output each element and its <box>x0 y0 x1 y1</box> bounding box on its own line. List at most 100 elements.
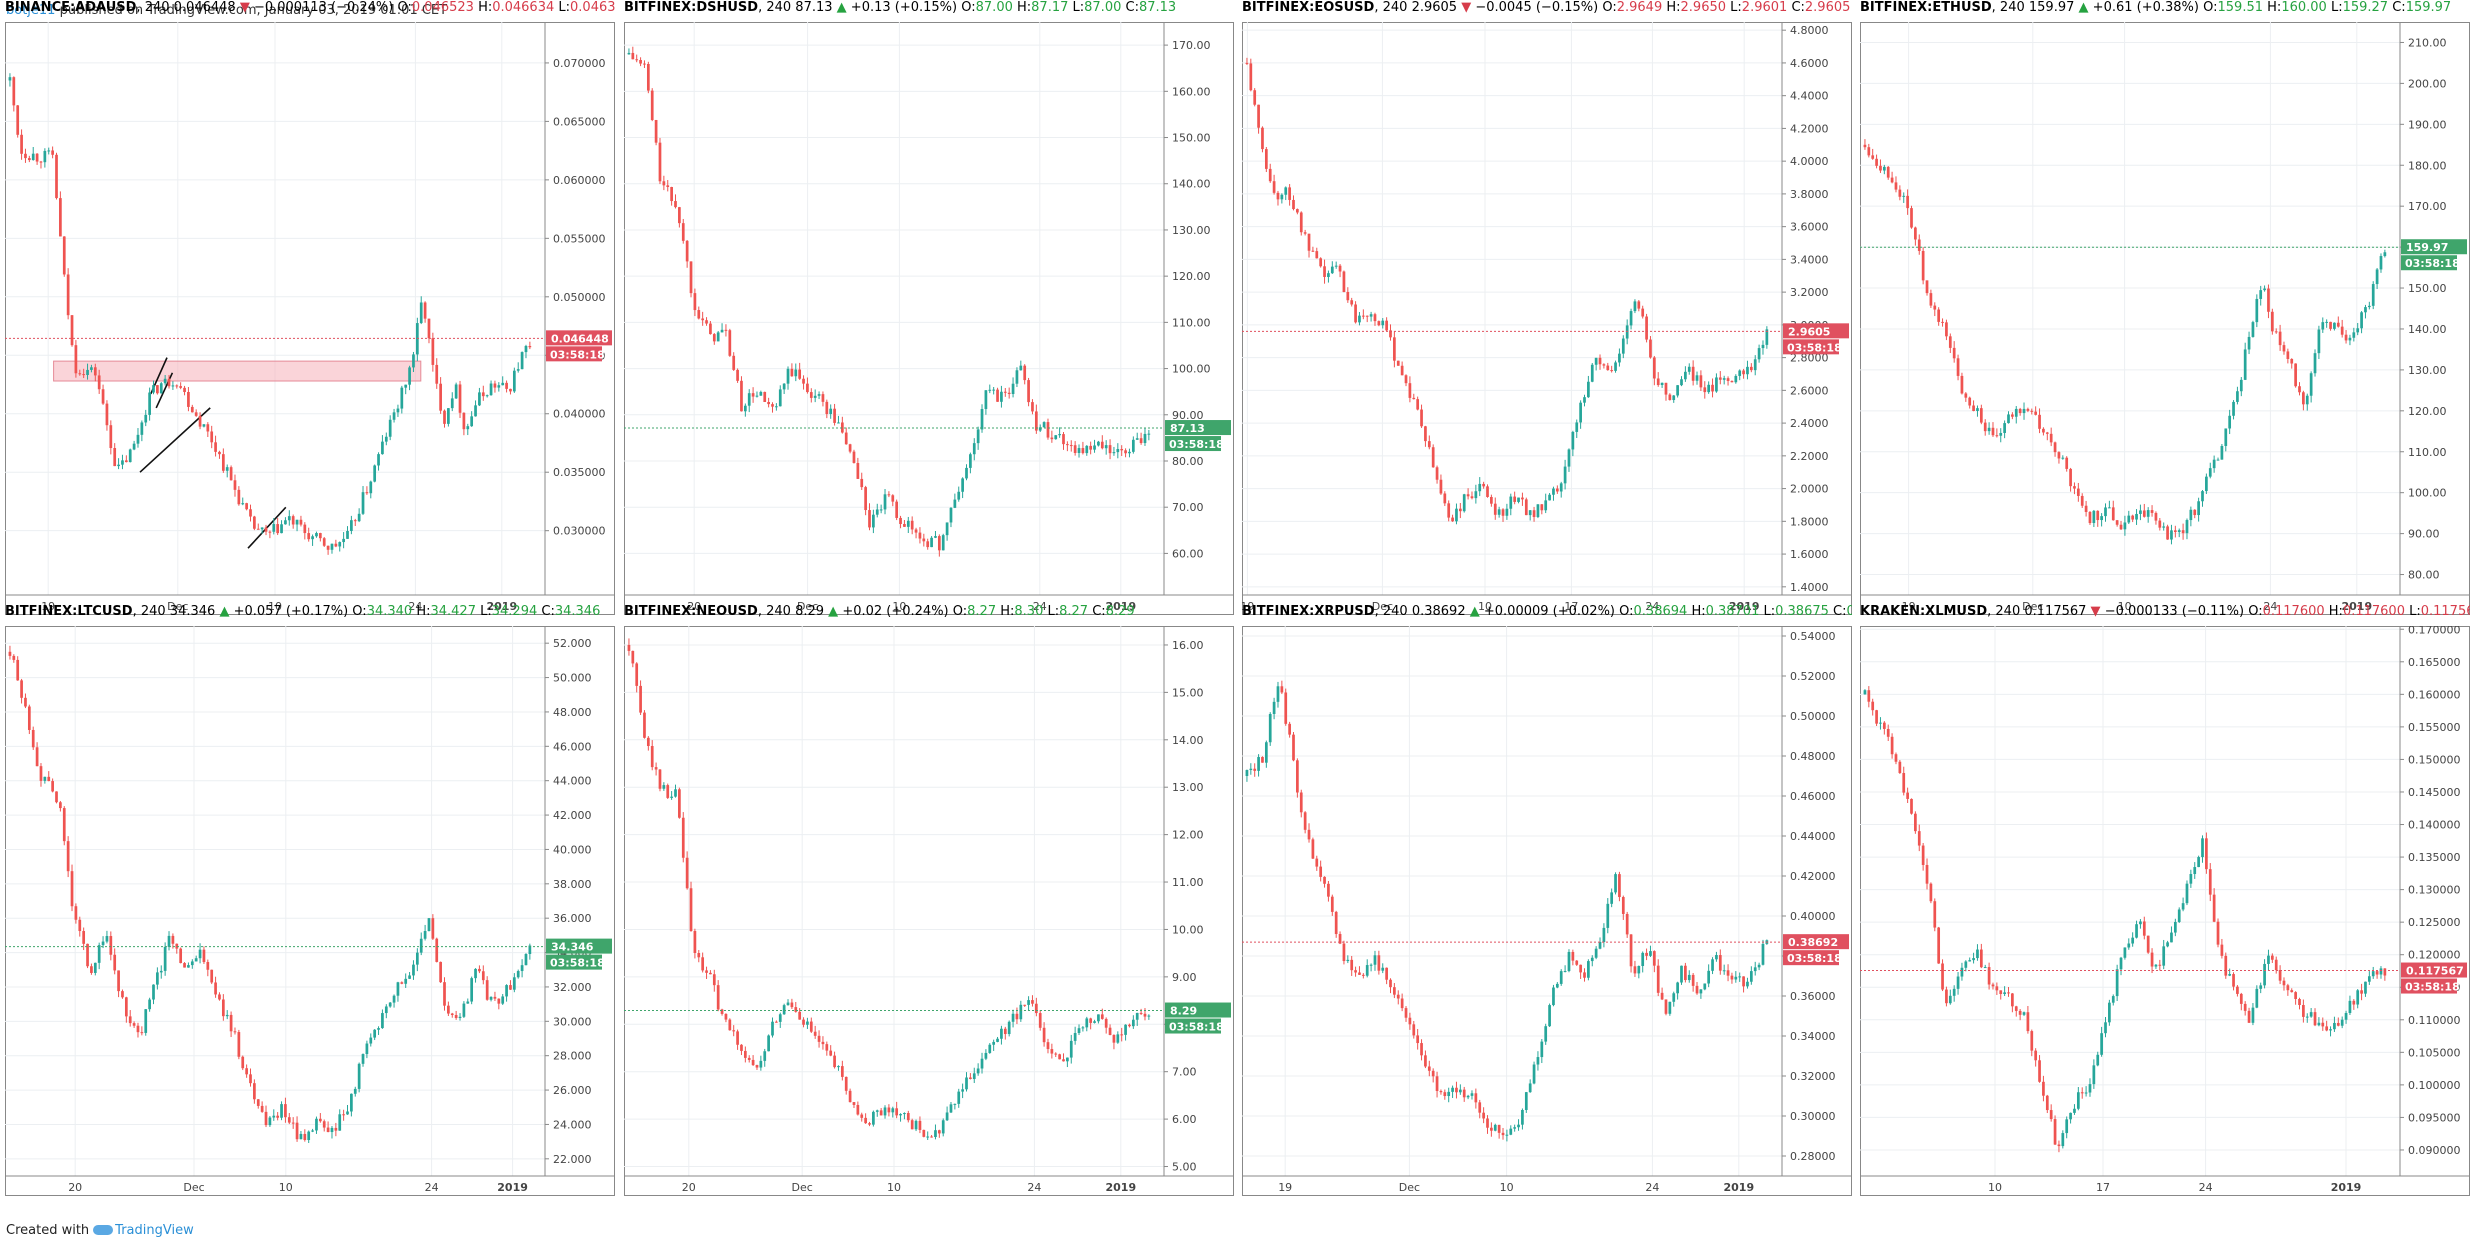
timer-label-bg <box>1165 436 1221 452</box>
chart-panel-xrpusd[interactable]: BITFINEX:XRPUSD, 240 0.38692 ▲ +0.00009 … <box>1242 604 1852 1201</box>
chart-panel-eosusd[interactable]: BITFINEX:EOSUSD, 240 2.9605 ▼ −0.0045 (−… <box>1242 0 1852 620</box>
candle <box>2259 985 2263 989</box>
candle <box>1707 970 1711 984</box>
candle <box>1563 971 1567 973</box>
candle <box>926 1136 930 1138</box>
candle <box>1738 976 1742 978</box>
candle <box>2088 1084 2092 1093</box>
chart-panel-ethusd[interactable]: BITFINEX:ETHUSD, 240 159.97 ▲ +0.61 (+0.… <box>1860 0 2470 620</box>
candle <box>1563 466 1567 484</box>
candle <box>1124 450 1127 454</box>
symbol-label: BINANCE:ADAUSD <box>5 0 137 15</box>
y-tick-label: 0.48000 <box>1790 750 1836 763</box>
highlight-zone[interactable] <box>53 360 422 382</box>
candle <box>2290 990 2294 993</box>
candle <box>798 369 802 379</box>
candle <box>1385 320 1388 331</box>
candle <box>1972 405 1975 411</box>
candle <box>1451 1087 1454 1092</box>
candlestick-chart[interactable]: 210.00200.00190.00180.00170.00160.00150.… <box>1860 22 2470 615</box>
ohlc-key: L: <box>558 0 571 15</box>
candle <box>1952 347 1956 359</box>
candle <box>2255 298 2259 323</box>
candle <box>775 1021 778 1023</box>
candle <box>1583 397 1586 403</box>
y-tick-label: 2.6000 <box>1790 384 1829 397</box>
candlestick-chart[interactable]: 0.170000 0.165000 0.160000 0.155000 0.150000… <box>1860 626 2470 1196</box>
candle <box>1509 496 1513 509</box>
y-tick-label: 38.000 <box>553 878 592 891</box>
candle <box>2236 391 2239 402</box>
last-price: 87.13 <box>795 0 833 15</box>
timeframe-label: 240 <box>1382 0 1408 15</box>
chart-panel-ltcusd[interactable]: BITFINEX:LTCUSD, 240 34.346 ▲ +0.057 (+0… <box>5 604 615 1201</box>
candle <box>1342 271 1346 293</box>
chart-panel-neousd[interactable]: BITFINEX:NEOUSD, 240 8.29 ▲ +0.02 (+0.24… <box>624 604 1234 1201</box>
candle <box>755 395 759 397</box>
ohlc-o-value: 0.117600 <box>2262 604 2325 619</box>
candle <box>2329 1029 2332 1031</box>
candle <box>1513 496 1517 502</box>
candle <box>221 454 225 471</box>
candlestick-chart[interactable]: 0.070000 0.065000 0.060000 0.055000 0.050000… <box>5 22 615 615</box>
candle <box>1757 964 1761 968</box>
chart-panel-adausd[interactable]: BINANCE:ADAUSD, 240 0.046448 ▼ −0.000113… <box>5 0 615 620</box>
candle <box>241 1056 245 1069</box>
author-link[interactable]: botje11 <box>6 3 56 18</box>
candlestick-chart[interactable]: 52.000 50.000 48.000 46.000 44.000 42.000 40.0… <box>5 626 615 1196</box>
candle <box>1567 951 1571 972</box>
candle <box>1625 325 1629 339</box>
candle <box>307 533 311 540</box>
candle <box>322 1121 326 1128</box>
candle <box>299 1133 303 1140</box>
candlestick-chart[interactable]: 4.8000 4.6000 4.4000 4.2000 4.0000 3.8000 3.60… <box>1242 22 1852 615</box>
y-tick-label: 130.00 <box>1172 224 1211 237</box>
x-tick-label: 2019 <box>497 1181 528 1194</box>
candle <box>1462 1089 1466 1098</box>
candle <box>1544 500 1548 511</box>
candle <box>2193 509 2197 516</box>
trend-line[interactable] <box>155 372 174 409</box>
candle <box>194 958 198 962</box>
candle <box>2073 486 2076 489</box>
candlestick-chart[interactable]: 170.00 160.00 150.00 140.00 130.00 120.00 110.… <box>624 22 1234 615</box>
candle <box>2092 1065 2096 1085</box>
x-tick-label: 19 <box>1902 600 1916 613</box>
candle <box>972 443 976 455</box>
candle <box>2247 1010 2251 1023</box>
chart-panel-dshusd[interactable]: BITFINEX:DSHUSD, 240 87.13 ▲ +0.13 (+0.1… <box>624 0 1234 620</box>
candle <box>268 531 272 533</box>
candle <box>2084 1092 2088 1094</box>
candle <box>2344 1012 2348 1020</box>
x-tick-label: 24 <box>1645 600 1659 613</box>
tradingview-link[interactable]: TradingView <box>115 1223 194 1238</box>
candle <box>840 1066 844 1077</box>
candle <box>2263 288 2266 291</box>
candle <box>1641 308 1645 317</box>
candle <box>1315 251 1319 259</box>
ohlc-key: H: <box>2267 0 2282 15</box>
candle <box>419 938 423 953</box>
candle <box>1917 831 1921 846</box>
chart-panel-xlmusd[interactable]: KRAKEN:XLMUSD, 240 0.117567 ▼ −0.000133 … <box>1860 604 2470 1201</box>
candle <box>272 524 276 532</box>
candle <box>627 52 631 55</box>
candle <box>1327 883 1330 897</box>
candle <box>2313 1012 2317 1026</box>
candle <box>90 966 93 973</box>
countdown-timer: 03:58:18 <box>550 957 605 970</box>
candle <box>458 1016 462 1018</box>
candle <box>206 424 210 432</box>
y-tick-label: 0.170000 <box>2408 626 2461 636</box>
timer-label-bg <box>546 346 602 362</box>
trend-line[interactable] <box>139 407 211 473</box>
candlestick-chart[interactable]: 0.54000 0.52000 0.50000 0.48000 0.46000 0.440… <box>1242 626 1852 1196</box>
y-tick-label: 120.00 <box>1172 270 1211 283</box>
candle <box>837 1066 840 1068</box>
last-price: 0.117567 <box>2024 604 2087 619</box>
candle <box>759 1060 763 1068</box>
candle <box>295 519 299 525</box>
candle <box>167 935 171 947</box>
candlestick-chart[interactable]: 16.00 15.00 14.00 13.00 12.00 11.00 10.00 9.00 8… <box>624 626 1234 1196</box>
candle <box>59 198 62 237</box>
